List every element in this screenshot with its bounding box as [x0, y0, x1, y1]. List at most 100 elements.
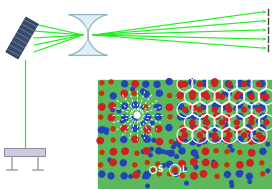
Circle shape	[224, 137, 230, 143]
Circle shape	[190, 104, 197, 111]
Circle shape	[214, 113, 220, 119]
Circle shape	[122, 148, 128, 154]
Circle shape	[200, 138, 206, 144]
Circle shape	[262, 91, 265, 94]
Circle shape	[220, 120, 224, 125]
Circle shape	[141, 89, 145, 93]
Circle shape	[225, 123, 229, 126]
Circle shape	[237, 81, 243, 86]
Circle shape	[132, 136, 138, 143]
Circle shape	[202, 80, 208, 86]
Circle shape	[144, 117, 147, 120]
Circle shape	[183, 107, 187, 112]
Circle shape	[249, 113, 255, 120]
Circle shape	[121, 137, 127, 143]
Circle shape	[184, 109, 188, 113]
Circle shape	[141, 150, 145, 153]
Circle shape	[246, 80, 252, 86]
Circle shape	[135, 151, 139, 155]
Circle shape	[155, 126, 162, 132]
Circle shape	[187, 115, 191, 119]
Circle shape	[182, 116, 186, 120]
Circle shape	[260, 148, 266, 154]
Circle shape	[189, 79, 195, 85]
Circle shape	[212, 81, 217, 87]
Circle shape	[154, 105, 158, 108]
Circle shape	[185, 181, 188, 185]
Circle shape	[179, 148, 185, 154]
Circle shape	[191, 173, 197, 179]
Circle shape	[264, 94, 269, 99]
Circle shape	[260, 113, 266, 119]
Circle shape	[175, 155, 178, 158]
Circle shape	[100, 91, 104, 95]
Circle shape	[108, 114, 115, 121]
Circle shape	[234, 94, 239, 99]
Circle shape	[177, 136, 183, 143]
Circle shape	[236, 81, 240, 85]
Circle shape	[129, 175, 132, 178]
Circle shape	[117, 109, 121, 113]
Circle shape	[178, 81, 184, 88]
Circle shape	[237, 136, 243, 143]
Circle shape	[190, 94, 195, 99]
Circle shape	[212, 133, 217, 138]
Circle shape	[248, 180, 252, 184]
Circle shape	[156, 139, 163, 145]
Circle shape	[108, 173, 114, 179]
Circle shape	[221, 107, 225, 110]
Circle shape	[249, 149, 255, 156]
Circle shape	[222, 92, 225, 96]
Circle shape	[249, 120, 254, 125]
Circle shape	[178, 103, 184, 109]
Circle shape	[146, 175, 149, 179]
Circle shape	[237, 162, 243, 168]
Circle shape	[177, 144, 181, 147]
Circle shape	[132, 81, 138, 87]
Circle shape	[224, 115, 230, 121]
Circle shape	[133, 172, 139, 178]
Circle shape	[100, 150, 104, 154]
Circle shape	[255, 106, 259, 109]
Circle shape	[227, 81, 232, 87]
Circle shape	[141, 90, 144, 94]
Circle shape	[190, 125, 197, 131]
Circle shape	[172, 167, 178, 173]
Circle shape	[234, 126, 241, 133]
Circle shape	[240, 95, 244, 98]
Circle shape	[145, 114, 151, 120]
Circle shape	[152, 169, 154, 171]
Circle shape	[190, 139, 196, 145]
Circle shape	[236, 92, 242, 98]
Circle shape	[190, 91, 196, 97]
Circle shape	[121, 125, 127, 132]
Circle shape	[247, 124, 251, 128]
Circle shape	[178, 114, 184, 120]
Circle shape	[168, 115, 172, 119]
Circle shape	[234, 107, 237, 110]
Circle shape	[252, 131, 256, 135]
Circle shape	[242, 133, 247, 138]
Circle shape	[212, 103, 218, 109]
Circle shape	[105, 128, 109, 132]
Circle shape	[248, 138, 255, 144]
Circle shape	[209, 133, 213, 137]
Circle shape	[131, 87, 135, 91]
Circle shape	[175, 173, 178, 176]
Polygon shape	[69, 15, 107, 55]
Circle shape	[230, 181, 233, 184]
Circle shape	[205, 94, 210, 99]
Circle shape	[212, 125, 218, 131]
Circle shape	[212, 107, 217, 112]
Circle shape	[120, 119, 124, 123]
Circle shape	[177, 92, 184, 99]
Circle shape	[230, 148, 234, 152]
Circle shape	[191, 150, 197, 156]
Circle shape	[109, 103, 115, 109]
Circle shape	[184, 139, 187, 143]
Circle shape	[201, 103, 207, 109]
Circle shape	[108, 158, 112, 162]
Circle shape	[211, 162, 218, 168]
Circle shape	[155, 114, 161, 120]
Circle shape	[259, 136, 266, 142]
